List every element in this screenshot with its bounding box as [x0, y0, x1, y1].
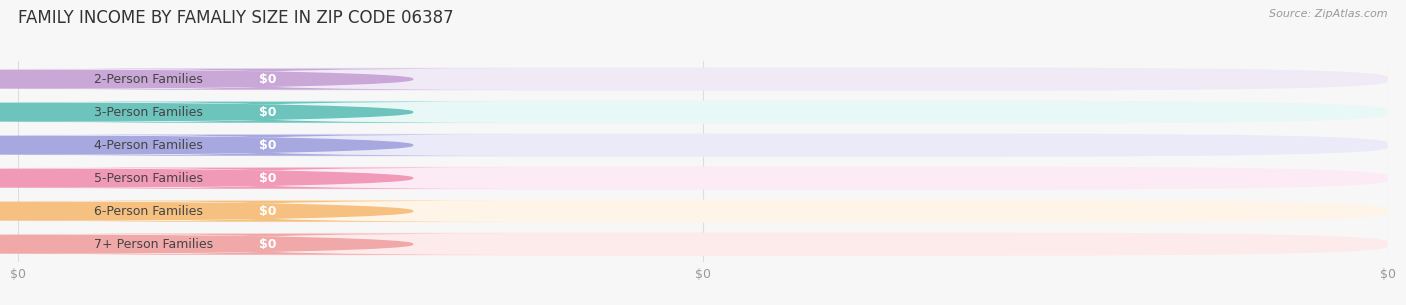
FancyBboxPatch shape	[22, 135, 513, 156]
Text: 2-Person Families: 2-Person Families	[94, 73, 202, 86]
FancyBboxPatch shape	[0, 167, 354, 189]
Text: 4-Person Families: 4-Person Families	[94, 139, 202, 152]
Text: FAMILY INCOME BY FAMALIY SIZE IN ZIP CODE 06387: FAMILY INCOME BY FAMALIY SIZE IN ZIP COD…	[18, 9, 454, 27]
Circle shape	[0, 103, 413, 121]
Circle shape	[0, 136, 413, 154]
Text: $0: $0	[259, 238, 276, 251]
FancyBboxPatch shape	[22, 234, 513, 255]
FancyBboxPatch shape	[18, 167, 1388, 190]
FancyBboxPatch shape	[18, 199, 1388, 223]
Text: 7+ Person Families: 7+ Person Families	[94, 238, 212, 251]
Text: $0: $0	[259, 73, 276, 86]
FancyBboxPatch shape	[22, 69, 513, 90]
Text: 3-Person Families: 3-Person Families	[94, 106, 202, 119]
FancyBboxPatch shape	[18, 134, 1388, 157]
FancyBboxPatch shape	[22, 167, 513, 189]
Text: 5-Person Families: 5-Person Families	[94, 172, 202, 185]
FancyBboxPatch shape	[18, 101, 1388, 124]
FancyBboxPatch shape	[0, 102, 354, 123]
FancyBboxPatch shape	[0, 69, 354, 90]
Text: $0: $0	[259, 139, 276, 152]
FancyBboxPatch shape	[18, 68, 1388, 91]
FancyBboxPatch shape	[0, 234, 354, 255]
Circle shape	[0, 169, 413, 187]
Circle shape	[0, 202, 413, 220]
FancyBboxPatch shape	[22, 201, 513, 222]
Text: Source: ZipAtlas.com: Source: ZipAtlas.com	[1270, 9, 1388, 19]
FancyBboxPatch shape	[18, 233, 1388, 256]
Text: 6-Person Families: 6-Person Families	[94, 205, 202, 218]
Circle shape	[0, 70, 413, 88]
FancyBboxPatch shape	[0, 201, 354, 222]
Text: $0: $0	[259, 205, 276, 218]
Text: $0: $0	[259, 106, 276, 119]
Text: $0: $0	[259, 172, 276, 185]
Circle shape	[0, 235, 413, 253]
FancyBboxPatch shape	[22, 102, 513, 123]
FancyBboxPatch shape	[0, 135, 354, 156]
